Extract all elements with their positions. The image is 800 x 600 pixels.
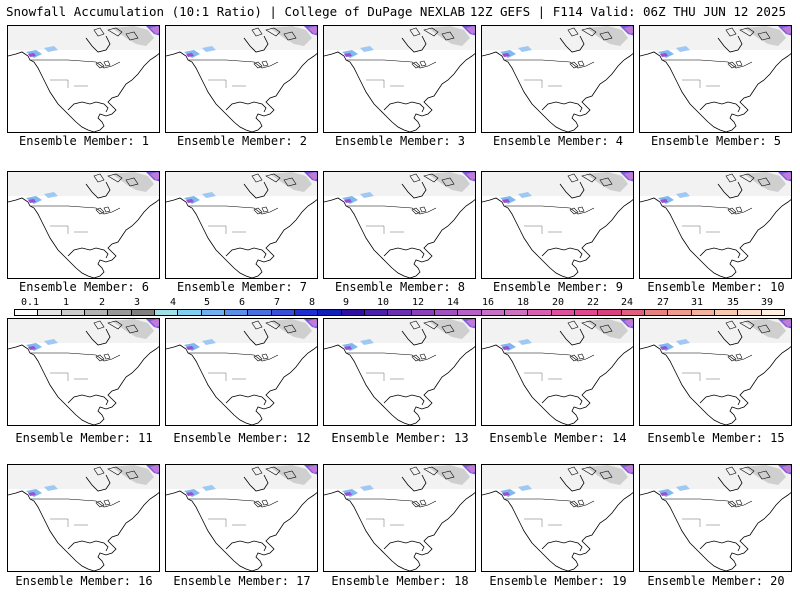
ensemble-member-label: Ensemble Member: 12: [173, 431, 311, 445]
member-map-panel: [639, 464, 792, 572]
colorbar-tick-label: 12: [411, 297, 425, 308]
colorbar-tick-label: 10: [376, 297, 390, 308]
colorbar-swatch: [61, 310, 85, 315]
colorbar-swatch: [458, 310, 482, 315]
colorbar-swatch: [271, 310, 295, 315]
colorbar-tick-label: 20: [551, 297, 565, 308]
colorbar-swatch: [154, 310, 179, 315]
colorbar-swatch: [644, 310, 669, 315]
ensemble-member-label: Ensemble Member: 16: [15, 574, 153, 588]
ensemble-member-label: Ensemble Member: 15: [647, 431, 785, 445]
colorbar-swatch: [598, 310, 622, 315]
ensemble-member-label: Ensemble Member: 19: [489, 574, 627, 588]
colorbar-swatch: [621, 310, 645, 315]
colorbar-swatch: [15, 310, 39, 315]
colorbar-swatch: [481, 310, 505, 315]
colorbar-swatch: [224, 310, 249, 315]
colorbar-tick-label: 8: [308, 297, 316, 308]
colorbar-tick-label: 5: [203, 297, 211, 308]
member-map-panel: [481, 318, 634, 426]
colorbar-tick-label: 9: [342, 297, 350, 308]
colorbar-swatch: [84, 310, 109, 315]
ensemble-member-label: Ensemble Member: 13: [331, 431, 469, 445]
colorbar-tick-label: 22: [586, 297, 600, 308]
ensemble-member-label: Ensemble Member: 9: [492, 280, 624, 294]
map-title: Snowfall Accumulation (10:1 Ratio) | Col…: [6, 4, 466, 19]
ensemble-member-label: Ensemble Member: 7: [176, 280, 308, 294]
colorbar-tick-label: 3: [133, 297, 141, 308]
member-map-panel: [481, 464, 634, 572]
colorbar-swatch: [131, 310, 155, 315]
snowfall-colorbar: [14, 309, 785, 316]
colorbar-tick-label: 2: [98, 297, 106, 308]
member-map-panel: [165, 171, 318, 279]
colorbar-tick-label: 31: [690, 297, 704, 308]
colorbar-swatch: [504, 310, 529, 315]
member-map-panel: [7, 464, 160, 572]
colorbar-swatch: [411, 310, 435, 315]
colorbar-tick-label: 7: [273, 297, 281, 308]
model-run-info: 12Z GEFS | F114 Valid: 06Z THU JUN 12 20…: [469, 4, 786, 19]
colorbar-tick-label: 6: [238, 297, 246, 308]
ensemble-member-label: Ensemble Member: 5: [650, 134, 782, 148]
colorbar-swatch: [738, 310, 762, 315]
colorbar-swatch: [691, 310, 715, 315]
member-map-panel: [165, 25, 318, 133]
colorbar-swatch: [574, 310, 599, 315]
colorbar-swatch: [551, 310, 575, 315]
member-map-panel: [323, 25, 476, 133]
colorbar-swatch: [434, 310, 459, 315]
colorbar-tick-label: 27: [656, 297, 670, 308]
ensemble-member-label: Ensemble Member: 14: [489, 431, 627, 445]
colorbar-swatch: [318, 310, 342, 315]
colorbar-tick-label: 4: [169, 297, 177, 308]
colorbar-swatch: [761, 310, 784, 315]
member-map-panel: [639, 171, 792, 279]
ensemble-member-label: Ensemble Member: 3: [334, 134, 466, 148]
ensemble-member-label: Ensemble Member: 20: [647, 574, 785, 588]
member-map-panel: [481, 171, 634, 279]
member-map-panel: [323, 171, 476, 279]
ensemble-member-label: Ensemble Member: 18: [331, 574, 469, 588]
colorbar-tick-label: 1: [62, 297, 70, 308]
ensemble-member-label: Ensemble Member: 2: [176, 134, 308, 148]
colorbar-tick-label: 39: [760, 297, 774, 308]
colorbar-swatch: [668, 310, 692, 315]
ensemble-member-label: Ensemble Member: 4: [492, 134, 624, 148]
colorbar-swatch: [528, 310, 552, 315]
member-map-panel: [165, 464, 318, 572]
colorbar-tick-label: 0.1: [20, 297, 40, 308]
colorbar-swatch: [364, 310, 389, 315]
member-map-panel: [323, 464, 476, 572]
colorbar-swatch: [714, 310, 739, 315]
member-map-panel: [481, 25, 634, 133]
colorbar-tick-label: 24: [620, 297, 634, 308]
colorbar-swatch: [38, 310, 62, 315]
colorbar-swatch: [388, 310, 412, 315]
member-map-panel: [639, 318, 792, 426]
member-map-panel: [323, 318, 476, 426]
colorbar-swatch: [201, 310, 225, 315]
colorbar-tick-label: 14: [446, 297, 460, 308]
ensemble-member-label: Ensemble Member: 6: [18, 280, 150, 294]
colorbar-swatch: [341, 310, 365, 315]
colorbar-swatch: [178, 310, 202, 315]
member-map-panel: [7, 171, 160, 279]
colorbar-swatch: [108, 310, 132, 315]
colorbar-swatch: [248, 310, 272, 315]
ensemble-member-label: Ensemble Member: 8: [334, 280, 466, 294]
member-map-panel: [7, 318, 160, 426]
ensemble-member-label: Ensemble Member: 10: [647, 280, 785, 294]
colorbar-tick-label: 18: [516, 297, 530, 308]
colorbar-tick-label: 35: [726, 297, 740, 308]
ensemble-member-label: Ensemble Member: 17: [173, 574, 311, 588]
ensemble-member-label: Ensemble Member: 11: [15, 431, 153, 445]
member-map-panel: [165, 318, 318, 426]
colorbar-swatch: [294, 310, 319, 315]
member-map-panel: [639, 25, 792, 133]
member-map-panel: [7, 25, 160, 133]
colorbar-tick-label: 16: [481, 297, 495, 308]
ensemble-member-label: Ensemble Member: 1: [18, 134, 150, 148]
